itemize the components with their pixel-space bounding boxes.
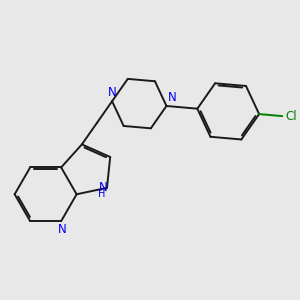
- Text: N: N: [57, 223, 66, 236]
- Text: Cl: Cl: [285, 110, 297, 123]
- Text: N: N: [168, 92, 177, 104]
- Text: N: N: [99, 181, 107, 194]
- Text: N: N: [108, 86, 116, 99]
- Text: H: H: [98, 189, 105, 199]
